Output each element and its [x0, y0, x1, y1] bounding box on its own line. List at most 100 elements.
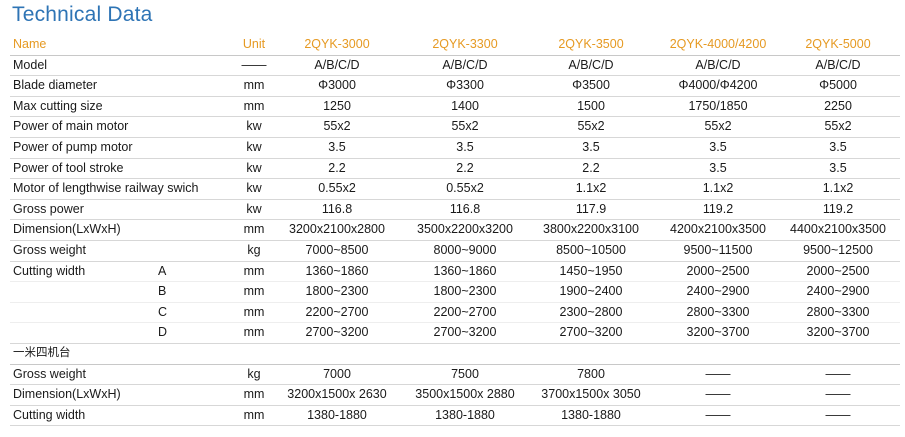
row-value: 116.8 [449, 201, 481, 216]
row-value: 3500x2200x3200 [417, 222, 513, 237]
row-value: 3200~3700 [806, 325, 870, 340]
row-name: Cutting width [13, 407, 86, 422]
row-value: 2.2 [456, 160, 474, 175]
row-value: 0.55x2 [318, 181, 356, 196]
row-value: A/B/C/D [695, 57, 741, 72]
row-value: 1400 [451, 98, 479, 113]
row-value: 1380-1880 [561, 407, 621, 422]
table-row: Model —— A/B/C/D A/B/C/D A/B/C/D A/B/C/D A/B/C… [10, 56, 900, 77]
row-value: 55x2 [704, 119, 732, 134]
row-value: 55x2 [577, 119, 605, 134]
row-value: —— [705, 407, 731, 422]
row-unit: mm [243, 407, 265, 422]
row-value: 55x2 [451, 119, 479, 134]
row-unit: kw [246, 139, 262, 154]
row-value: 1380-1880 [307, 407, 367, 422]
row-unit: kg [247, 242, 261, 257]
row-value: 9500~11500 [683, 242, 753, 257]
row-value: 4400x2100x3500 [790, 222, 886, 237]
row-value: 3.5 [829, 160, 847, 175]
row-unit: mm [243, 263, 265, 278]
row-name: Dimension(LxWxH) [13, 222, 121, 237]
table-row: Power of pump motor kw 3.5 3.5 3.5 3.5 3.5 [10, 138, 900, 159]
row-value: 1.1x2 [575, 181, 607, 196]
row-value: 3200x2100x2800 [289, 222, 385, 237]
row-value: 1450~1950 [559, 263, 623, 278]
technical-data-table: Name Unit 2QYK-3000 2QYK-3300 2QYK-3500 … [10, 35, 900, 427]
row-value: —— [825, 387, 851, 402]
row-sub-label: D [158, 325, 168, 340]
row-unit: —— [241, 57, 267, 72]
table-row: Max cutting size mm 1250 1400 1500 1750/1850 2… [10, 97, 900, 118]
row-name: Gross weight [13, 242, 86, 257]
row-value: 2700~3200 [433, 325, 497, 340]
row-value: 0.55x2 [446, 181, 484, 196]
header-model: 2QYK-3000 [304, 37, 370, 51]
row-value: 7800 [577, 366, 605, 381]
row-value: 8500~10500 [556, 242, 626, 257]
row-value: 2250 [824, 98, 852, 113]
row-unit: mm [243, 98, 265, 113]
row-value: —— [825, 407, 851, 422]
table-row: Motor of lengthwise railway swich kw 0.55x… [10, 179, 900, 200]
row-name: Power of tool stroke [13, 160, 124, 175]
table-row: Gross weight kg 7000 7500 7800 —— —— [10, 365, 900, 386]
row-value: 2.2 [582, 160, 600, 175]
row-unit: mm [243, 78, 265, 93]
row-unit: kg [247, 366, 261, 381]
row-unit: kw [246, 160, 262, 175]
row-name: Blade diameter [13, 78, 98, 93]
row-sub-label: A [158, 263, 167, 278]
row-value: —— [825, 366, 851, 381]
row-name: Cutting width [13, 263, 86, 278]
row-name: Max cutting size [13, 98, 103, 113]
row-value: 3.5 [582, 139, 600, 154]
row-value: 1900~2400 [559, 284, 623, 299]
row-name: 一米四机台 [13, 346, 71, 359]
row-unit: mm [243, 304, 265, 319]
row-sub-label: C [158, 304, 168, 319]
row-name: Gross power [13, 201, 84, 216]
header-name: Name [13, 37, 47, 51]
row-value: 4200x2100x3500 [670, 222, 766, 237]
row-value: Φ5000 [819, 78, 857, 93]
row-value: 2200~2700 [433, 304, 497, 319]
row-value: 7000~8500 [305, 242, 369, 257]
row-value: 3200x1500x 2630 [287, 387, 387, 402]
row-unit: kw [246, 119, 262, 134]
row-name: Motor of lengthwise railway swich [13, 181, 199, 196]
table-row: Dimension(LxWxH) mm 3200x2100x2800 3500x220… [10, 220, 900, 241]
row-value: 1.1x2 [822, 181, 854, 196]
row-value: A/B/C/D [314, 57, 360, 72]
table-row: Blade diameter mm Φ3000 Φ3300 Φ3500 Φ4000/Φ42… [10, 76, 900, 97]
row-value: Φ3500 [572, 78, 610, 93]
row-value: —— [705, 366, 731, 381]
row-value: 2700~3200 [305, 325, 369, 340]
row-value: 2700~3200 [559, 325, 623, 340]
row-value: 9500~12500 [803, 242, 873, 257]
row-value: A/B/C/D [815, 57, 861, 72]
row-value: 119.2 [822, 201, 854, 216]
table-row: Power of tool stroke kw 2.2 2.2 2.2 3.5 3.5 [10, 159, 900, 180]
row-value: 1500 [577, 98, 605, 113]
table-row: Gross power kw 116.8 116.8 117.9 119.2 119.2 [10, 200, 900, 221]
row-sub-label: B [158, 284, 167, 299]
row-value: 3500x1500x 2880 [415, 387, 515, 402]
row-value: 1380-1880 [435, 407, 495, 422]
header-unit: Unit [242, 37, 266, 51]
header-model: 2QYK-4000/4200 [669, 37, 767, 51]
row-value: 3800x2200x3100 [543, 222, 639, 237]
row-value: 2800~3300 [686, 304, 750, 319]
row-value: Φ3000 [318, 78, 356, 93]
row-value: 2000~2500 [686, 263, 750, 278]
row-name: Gross weight [13, 366, 86, 381]
row-value: 1800~2300 [305, 284, 369, 299]
row-value: 1360~1860 [433, 263, 497, 278]
row-value: 1800~2300 [433, 284, 497, 299]
table-row: 一米四机台 [10, 344, 900, 365]
row-value: —— [705, 387, 731, 402]
table-row: Power of main motor kw 55x2 55x2 55x2 55x2 55x… [10, 117, 900, 138]
